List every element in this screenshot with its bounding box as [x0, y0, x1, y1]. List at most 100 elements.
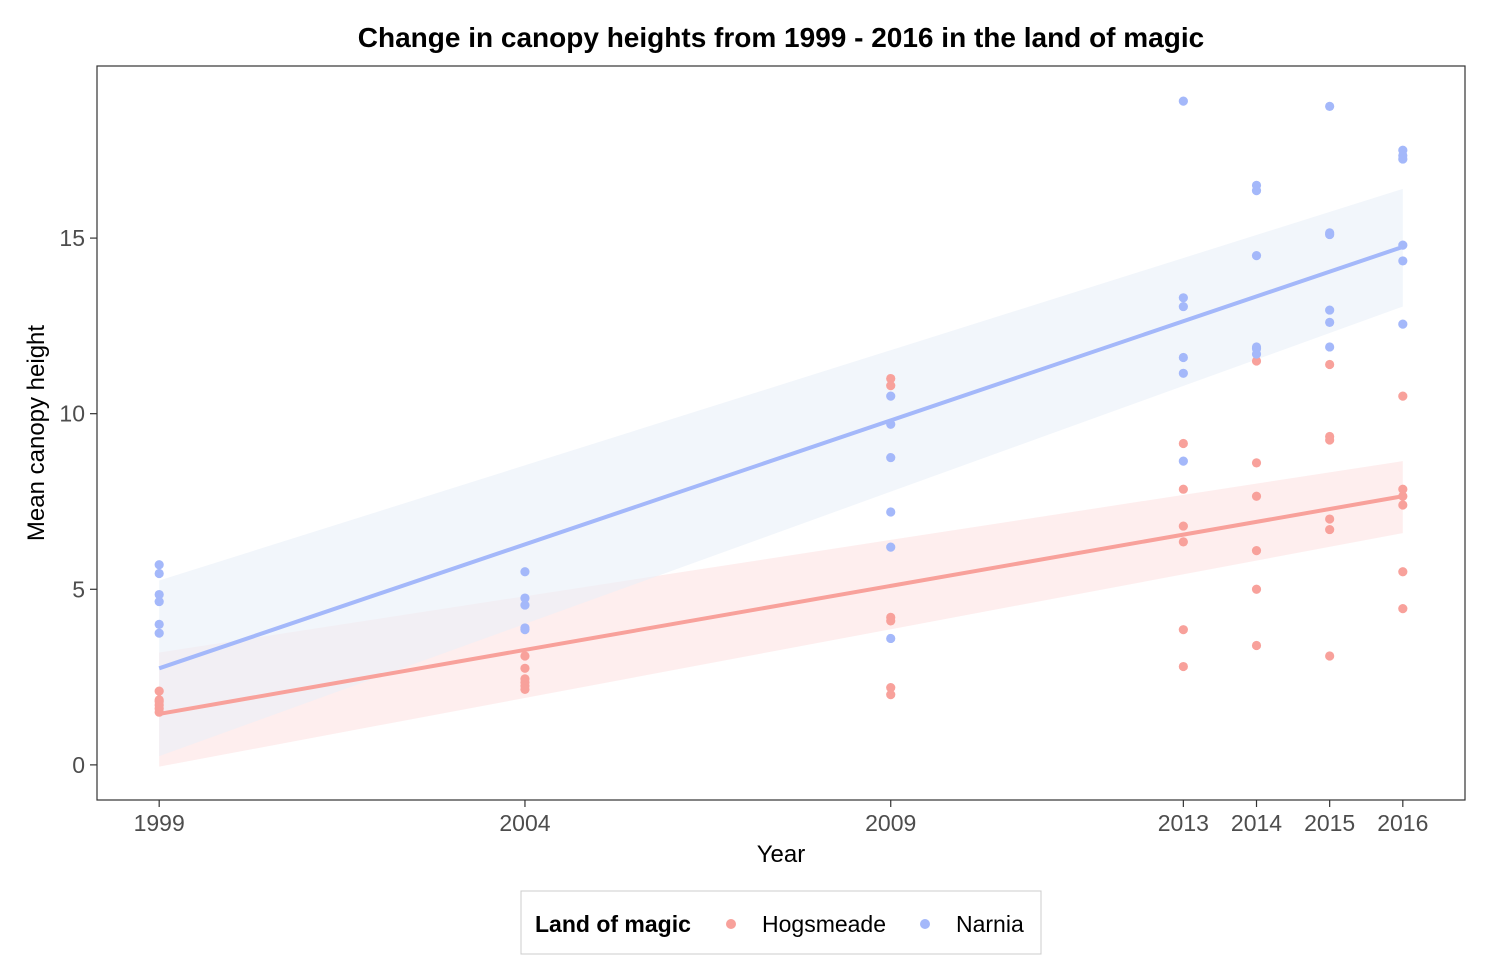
- point-hogsmeade: [1398, 500, 1408, 510]
- legend-label-hogsmeade: Hogsmeade: [762, 911, 886, 937]
- point-hogsmeade: [154, 686, 164, 696]
- point-narnia: [1251, 349, 1262, 359]
- y-tick-label: 10: [59, 401, 85, 427]
- point-narnia: [1251, 251, 1262, 261]
- point-narnia: [886, 452, 896, 463]
- trend-line-narnia: [158, 244, 1404, 671]
- point-hogsmeade: [1325, 524, 1335, 535]
- point-hogsmeade: [1325, 359, 1335, 370]
- point-hogsmeade: [1251, 356, 1262, 366]
- band-narnia: [159, 188, 1403, 757]
- point-hogsmeade: [1398, 484, 1408, 494]
- point-narnia: [1178, 456, 1188, 466]
- point-narnia: [154, 628, 164, 638]
- point-hogsmeade: [1178, 484, 1188, 494]
- point-narnia: [1398, 319, 1408, 329]
- point-narnia: [154, 619, 164, 630]
- point-narnia: [154, 596, 164, 607]
- point-hogsmeade: [520, 663, 530, 673]
- data-points: [154, 96, 1408, 717]
- point-narnia: [154, 560, 164, 570]
- point-hogsmeade: [1398, 603, 1408, 614]
- point-narnia: [1178, 301, 1188, 312]
- point-hogsmeade: [1325, 514, 1335, 524]
- point-narnia: [520, 600, 530, 610]
- point-hogsmeade: [1178, 537, 1188, 547]
- point-narnia: [154, 568, 164, 579]
- point-narnia: [1178, 96, 1188, 106]
- trend-lines: [158, 244, 1404, 716]
- point-hogsmeade: [1251, 458, 1262, 468]
- legend: Land of magic Hogsmeade Narnia: [520, 890, 1042, 955]
- point-narnia: [520, 567, 530, 577]
- legend-label-narnia: Narnia: [956, 911, 1024, 937]
- plot-panel-border: [96, 65, 1466, 801]
- point-hogsmeade: [1398, 491, 1408, 501]
- legend-title: Land of magic: [535, 911, 691, 937]
- point-narnia: [886, 507, 896, 517]
- y-tick-label: 15: [59, 225, 85, 251]
- x-axis-label: Year: [757, 841, 806, 868]
- point-hogsmeade: [154, 707, 164, 717]
- point-narnia: [520, 625, 530, 635]
- y-tick-label: 0: [72, 752, 85, 778]
- point-hogsmeade: [1251, 640, 1262, 651]
- point-hogsmeade: [886, 616, 896, 626]
- x-tick-label: 2015: [1304, 810, 1355, 836]
- point-narnia: [1325, 101, 1335, 111]
- point-hogsmeade: [1178, 438, 1188, 449]
- point-narnia: [520, 593, 530, 603]
- point-narnia: [1178, 352, 1188, 363]
- point-narnia: [1178, 368, 1188, 378]
- point-narnia: [1178, 293, 1188, 303]
- point-narnia: [1251, 186, 1262, 196]
- point-narnia: [886, 419, 896, 429]
- legend-box: [520, 890, 1042, 955]
- x-tick-label: 1999: [134, 810, 185, 836]
- y-tick-label: 5: [72, 576, 85, 602]
- band-hogsmeade: [159, 461, 1403, 767]
- legend-key-hogsmeade: [726, 919, 736, 929]
- confidence-bands: [159, 188, 1403, 767]
- x-tick-label: 2013: [1158, 810, 1209, 836]
- legend-key-narnia: [920, 919, 930, 929]
- point-narnia: [886, 542, 896, 552]
- point-narnia: [886, 633, 896, 644]
- point-hogsmeade: [886, 690, 896, 700]
- point-narnia: [1325, 317, 1335, 327]
- point-narnia: [1398, 240, 1408, 250]
- point-narnia: [1325, 305, 1335, 315]
- point-hogsmeade: [1178, 521, 1188, 531]
- x-tick-label: 2009: [865, 810, 916, 836]
- point-hogsmeade: [1325, 651, 1335, 661]
- point-hogsmeade: [520, 651, 530, 661]
- point-narnia: [154, 589, 164, 600]
- point-hogsmeade: [1178, 625, 1188, 635]
- x-tick-label: 2014: [1231, 810, 1282, 836]
- point-narnia: [1398, 256, 1408, 266]
- point-hogsmeade: [1251, 546, 1262, 556]
- trend-line-hogsmeade: [158, 494, 1404, 716]
- chart-title: Change in canopy heights from 1999 - 201…: [358, 22, 1204, 53]
- x-axis: 1999 2004 2009 2013 2014 2015 2016: [134, 800, 1428, 836]
- point-hogsmeade: [886, 373, 896, 384]
- y-axis-label: Mean canopy height: [23, 325, 50, 541]
- point-narnia: [1325, 342, 1335, 352]
- point-hogsmeade: [1251, 584, 1262, 594]
- point-hogsmeade: [1398, 391, 1408, 401]
- point-hogsmeade: [1325, 435, 1335, 445]
- y-axis: 0 5 10 15: [59, 225, 97, 778]
- x-tick-label: 2004: [499, 810, 550, 836]
- x-tick-label: 2016: [1377, 810, 1428, 836]
- point-hogsmeade: [520, 684, 530, 694]
- point-narnia: [1398, 154, 1408, 164]
- point-hogsmeade: [886, 683, 896, 693]
- point-hogsmeade: [1251, 491, 1262, 501]
- point-hogsmeade: [1398, 567, 1408, 577]
- point-narnia: [886, 391, 896, 401]
- point-hogsmeade: [886, 380, 896, 391]
- point-hogsmeade: [1178, 661, 1188, 672]
- point-narnia: [1325, 229, 1335, 240]
